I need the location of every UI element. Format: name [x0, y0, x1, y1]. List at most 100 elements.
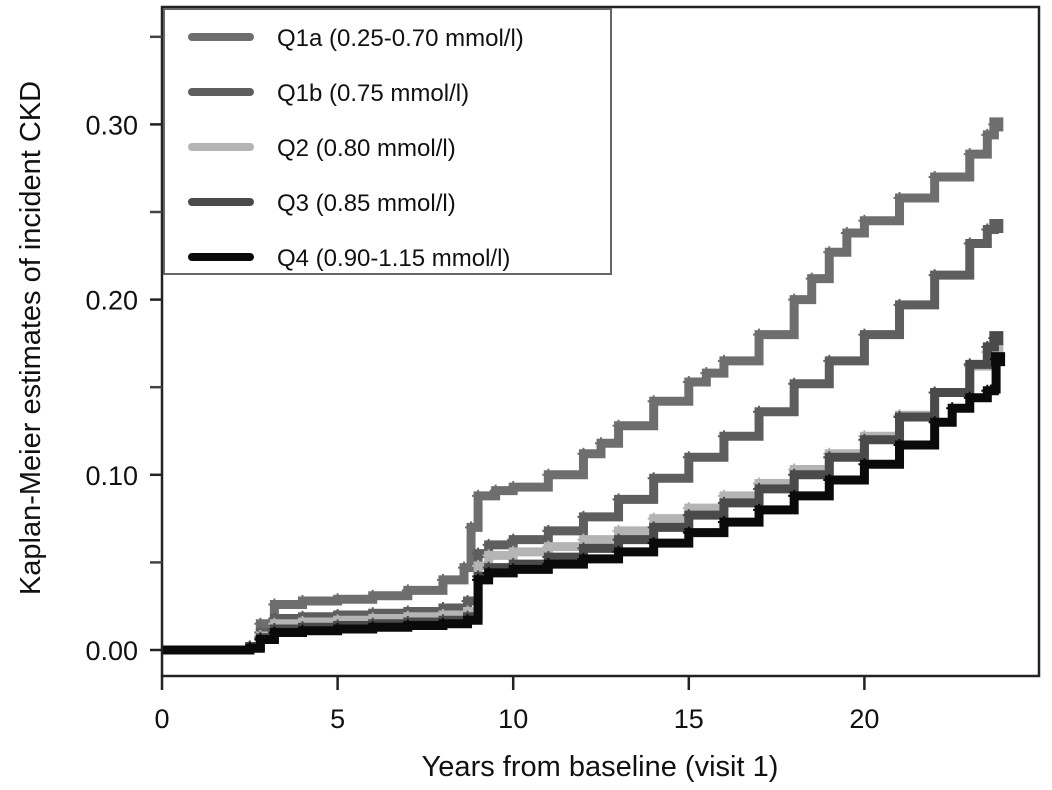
x-tick-label: 0: [154, 704, 169, 734]
censor-mark: [507, 533, 520, 546]
censor-mark: [577, 510, 590, 523]
censor-mark: [472, 489, 485, 502]
censor-mark: [595, 437, 607, 450]
censor-mark: [963, 358, 976, 371]
censor-mark: [647, 521, 660, 534]
censor-mark: [331, 622, 344, 635]
legend-item: Q1a (0.25-0.70 mmol/l): [188, 25, 524, 52]
censor-mark: [840, 227, 853, 240]
censor-mark: [788, 377, 801, 390]
censor-mark: [577, 542, 590, 555]
axes-layer: 0 5 10 15 20 0.00 0.10 0.20 0.30: [85, 35, 879, 734]
censor-mark: [963, 148, 976, 161]
legend-item: Q4 (0.90-1.15 mmol/l): [188, 245, 510, 272]
censor-mark: [858, 214, 871, 227]
censor-mark: [928, 386, 941, 399]
censor-mark: [700, 367, 713, 380]
censor-mark: [461, 594, 474, 607]
censor-mark: [482, 566, 495, 579]
plot-frame: [160, 5, 1041, 678]
censor-mark: [788, 489, 801, 502]
legend-item: Q1b (0.75 mmol/l): [188, 80, 469, 107]
censor-mark: [647, 537, 660, 550]
censor-mark: [268, 598, 281, 611]
censor-mark: [753, 328, 766, 341]
censor-mark: [717, 354, 730, 367]
y-tick-label: 0.30: [85, 110, 138, 140]
censor-mark: [823, 246, 836, 259]
censor-mark: [243, 642, 256, 655]
censor-mark: [893, 410, 906, 423]
censor-mark: [893, 191, 906, 204]
censor-mark: [858, 433, 871, 446]
y-axis-title: Kaplan-Meier estimates of incident CKD: [15, 81, 47, 595]
censor-mark: [401, 584, 414, 597]
censor-mark: [542, 558, 555, 571]
censor-mark: [717, 430, 730, 443]
censor-mark: [981, 128, 994, 141]
censor-mark: [542, 524, 555, 537]
censor-mark: [928, 269, 941, 282]
censor-mark: [823, 354, 836, 367]
censor-mark: [823, 451, 836, 464]
legend-item: Q3 (0.85 mmol/l): [188, 190, 456, 217]
censor-mark: [366, 621, 379, 634]
censor-mark: [296, 624, 309, 637]
censor-mark: [296, 594, 309, 607]
legend-label: Q3 (0.85 mmol/l): [277, 190, 456, 217]
censor-mark: [717, 516, 730, 529]
censor-mark: [482, 549, 495, 562]
censor-mark: [436, 573, 449, 586]
x-tick-label: 20: [849, 704, 879, 734]
censor-mark: [753, 503, 766, 516]
censor-mark: [946, 402, 959, 415]
series-end-marker: [991, 352, 1006, 367]
censor-mark: [682, 375, 695, 388]
x-tick-label: 10: [498, 704, 528, 734]
censor-mark: [436, 617, 449, 630]
censor-mark: [981, 340, 994, 353]
legend: Q1a (0.25-0.70 mmol/l) Q1b (0.75 mmol/l) Q…: [163, 8, 612, 275]
censor-mark: [805, 272, 818, 285]
censor-mark: [928, 170, 941, 183]
series-end-marker: [989, 331, 1004, 346]
censor-mark: [788, 293, 801, 306]
censor-mark: [577, 447, 590, 460]
censor-mark: [788, 468, 801, 481]
censor-mark: [401, 619, 414, 632]
censor-mark: [507, 563, 520, 576]
censor-mark: [928, 416, 941, 429]
censor-mark: [461, 614, 474, 627]
censor-mark: [682, 526, 695, 539]
censor-mark: [858, 458, 871, 471]
y-tick-label: 0.10: [85, 461, 138, 491]
censor-mark: [612, 545, 625, 558]
y-tick-label: 0.20: [85, 286, 138, 316]
censor-mark: [542, 468, 555, 481]
censor-mark: [489, 484, 502, 497]
x-axis-title: Years from baseline (visit 1): [422, 751, 779, 783]
legend-label: Q4 (0.90-1.15 mmol/l): [277, 245, 510, 272]
censor-mark: [472, 559, 485, 572]
y-tick-label: 0.00: [85, 636, 138, 666]
series-end-marker: [989, 117, 1004, 132]
censor-mark: [465, 521, 478, 534]
censor-mark: [577, 552, 590, 565]
censor-mark: [981, 384, 994, 397]
censor-mark: [472, 573, 485, 586]
censor-mark: [963, 237, 976, 250]
censor-mark: [753, 482, 766, 495]
censor-mark: [507, 481, 520, 494]
censor-mark: [893, 439, 906, 452]
censor-mark: [893, 298, 906, 311]
censor-mark: [647, 472, 660, 485]
censor-mark: [254, 633, 267, 646]
censor-mark: [988, 382, 1001, 395]
legend-label: Q2 (0.80 mmol/l): [277, 135, 456, 162]
legend-box: [163, 8, 612, 275]
series-layer: [162, 117, 1006, 655]
censor-mark: [331, 593, 344, 606]
censor-mark: [647, 395, 660, 408]
censor-mark: [482, 538, 495, 551]
censor-mark: [472, 547, 485, 560]
